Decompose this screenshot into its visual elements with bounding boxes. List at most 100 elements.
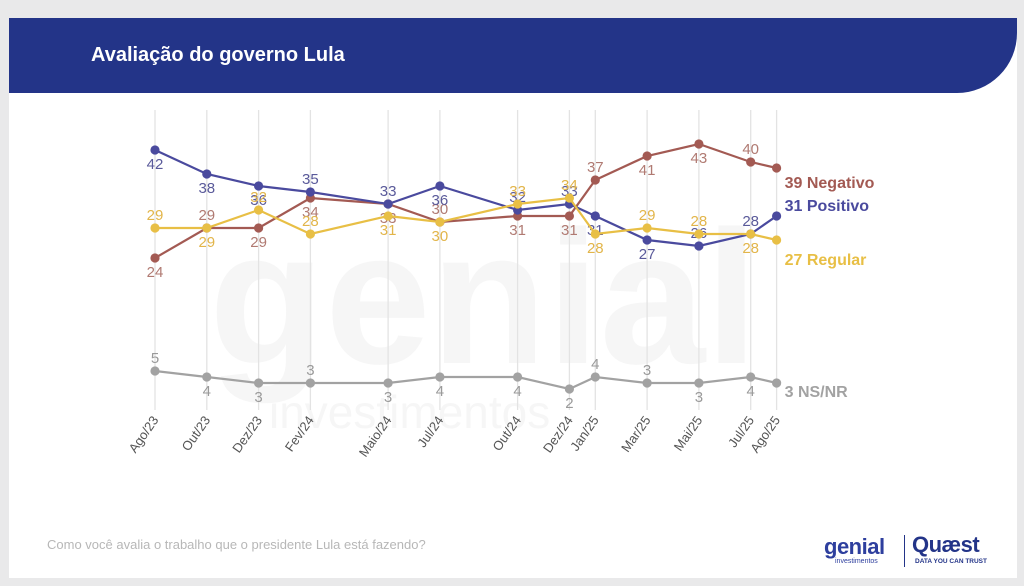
slide: Avaliação do governo Lula genial investi…	[9, 18, 1017, 578]
x-tick-label: Mai/25	[671, 413, 706, 454]
data-label: 4	[591, 356, 599, 373]
data-label: 29	[250, 234, 267, 251]
data-label: 3	[643, 362, 651, 379]
data-label: 29	[198, 207, 215, 224]
quaest-logo-subtitle: DATA YOU CAN TRUST	[915, 558, 987, 565]
data-point	[202, 169, 212, 179]
data-point	[383, 378, 393, 388]
data-label: 41	[639, 162, 656, 179]
data-point	[746, 372, 756, 382]
data-point	[150, 253, 160, 263]
line-chart: genial investimentos 2429293433303131374…	[126, 110, 875, 460]
data-point	[590, 229, 600, 239]
data-label: 34	[302, 204, 319, 221]
data-label: 24	[147, 264, 164, 281]
x-tick-label: Mar/25	[618, 413, 653, 455]
data-label: 30	[432, 201, 449, 218]
data-point	[305, 229, 315, 239]
data-point	[642, 378, 652, 388]
data-label: 33	[509, 183, 526, 200]
data-label: 27	[639, 246, 656, 263]
data-point	[513, 372, 523, 382]
data-label: 2	[565, 395, 573, 412]
data-point	[772, 163, 782, 173]
data-label: 34	[561, 177, 578, 194]
series-end-label: 31 Positivo	[785, 198, 870, 215]
data-label: 4	[513, 383, 521, 400]
quaest-logo: Quæst	[912, 532, 980, 557]
data-label: 5	[151, 350, 159, 367]
data-label: 28	[691, 213, 708, 230]
data-point	[746, 229, 756, 239]
data-point	[435, 217, 445, 227]
data-point	[305, 378, 315, 388]
genial-logo-subtitle: investimentos	[835, 558, 878, 565]
x-tick-label: Jan/25	[567, 413, 602, 454]
data-point	[564, 211, 575, 221]
data-point	[590, 211, 600, 221]
data-label: 30	[432, 228, 449, 245]
data-label: 29	[147, 207, 164, 224]
data-point	[150, 223, 160, 233]
gridlines	[154, 110, 778, 410]
x-tick-label: Dez/23	[229, 413, 265, 455]
x-tick-label: Ago/23	[126, 413, 162, 455]
data-label: 36	[432, 192, 449, 209]
genial-logo: genial	[824, 534, 885, 559]
data-label: 29	[198, 234, 215, 251]
data-point	[746, 157, 756, 167]
series-layer: 24292934333031313741434039 Negativo42383…	[147, 139, 875, 412]
series-nsnr: 5 4 3 3 3 4 4 2 4 3 3 4 3 NS/NR	[150, 350, 848, 412]
watermark-sub: investimentos	[269, 386, 550, 438]
data-point	[150, 145, 160, 155]
data-label: 3	[695, 389, 703, 406]
data-label: 28	[742, 213, 759, 230]
data-point	[254, 223, 264, 233]
watermark-main: genial	[209, 192, 758, 404]
series-end-label: 39 Negativo	[785, 175, 875, 192]
data-point	[383, 211, 393, 221]
data-point	[590, 175, 600, 185]
data-point	[642, 235, 652, 245]
data-label: 32	[250, 189, 267, 206]
data-point	[590, 372, 600, 382]
data-point	[254, 181, 264, 191]
data-point	[150, 366, 160, 376]
data-point	[254, 378, 264, 388]
data-point	[564, 193, 575, 203]
data-label: 42	[147, 156, 164, 173]
chart-title: Avaliação do governo Lula	[91, 44, 345, 66]
data-label: 33	[561, 183, 578, 200]
data-label: 37	[587, 159, 604, 176]
data-point	[513, 199, 523, 209]
data-label: 38	[198, 180, 215, 197]
header-banner: Avaliação do governo Lula	[9, 18, 1017, 93]
data-point	[772, 378, 782, 388]
data-label: 31	[561, 222, 578, 239]
data-label: 29	[639, 207, 656, 224]
logo-divider	[904, 535, 905, 567]
data-point	[564, 384, 575, 394]
data-label: 3	[384, 389, 392, 406]
data-label: 4	[203, 383, 211, 400]
data-label: 28	[587, 240, 604, 257]
data-point	[254, 205, 264, 215]
data-label: 31	[509, 222, 526, 239]
data-label: 33	[380, 183, 397, 200]
data-label: 35	[302, 171, 319, 188]
data-point	[435, 372, 445, 382]
series-negativo: 24292934333031313741434039 Negativo	[147, 139, 875, 281]
data-point	[694, 378, 704, 388]
data-label: 4	[747, 383, 755, 400]
data-label: 3	[306, 362, 314, 379]
data-point	[642, 151, 652, 161]
data-point	[435, 181, 445, 191]
data-label: 36	[250, 192, 267, 209]
x-tick-label: Out/23	[179, 413, 214, 454]
data-point	[642, 223, 652, 233]
data-label: 40	[742, 141, 759, 158]
data-point	[694, 229, 704, 239]
data-label: 3	[254, 389, 262, 406]
data-point	[772, 211, 782, 221]
data-point	[383, 199, 393, 209]
